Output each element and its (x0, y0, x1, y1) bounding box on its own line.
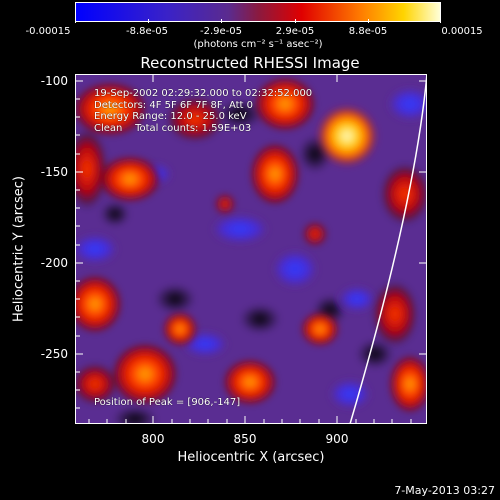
rhessi-image-panel: 19-Sep-2002 02:29:32.000 to 02:32:52.000… (75, 74, 427, 424)
image-title: Reconstructed RHESSI Image (140, 54, 360, 72)
x-axis-label: Heliocentric X (arcsec) (177, 450, 325, 465)
peak-source (317, 106, 377, 166)
y-tick-label: -150 (40, 165, 68, 179)
date-stamp: 7-May-2013 03:27 (394, 484, 495, 497)
x-tick-label: 900 (325, 432, 349, 446)
colorbar-tick-label: -8.8e-05 (126, 26, 168, 37)
colorbar-tick-mark (148, 19, 149, 23)
energy-range-text: Energy Range: 12.0 - 25.0 keV (94, 111, 247, 122)
y-tick-label: -250 (40, 347, 68, 361)
method-counts-text: Clean Total counts: 1.59E+03 (94, 122, 252, 134)
x-axis-ticks (88, 74, 412, 424)
colorbar-tick-label: -2.9e-05 (200, 26, 242, 37)
detectors-text: Detectors: 4F 5F 6F 7F 8F, Att 0 (94, 99, 254, 111)
y-axis-label: Heliocentric Y (arcsec) (11, 176, 27, 322)
colorbar-tick-mark (368, 19, 369, 23)
plot-frame (75, 74, 427, 424)
colorbar-tick-label: -0.00015 (25, 26, 71, 37)
y-axis-ticks (75, 80, 427, 409)
colorbar-tick-mark (295, 19, 296, 23)
colorbar-tick-label: 0.00015 (441, 26, 483, 37)
x-tick-label: 800 (141, 432, 165, 446)
colorbar-tick-mark (75, 19, 76, 23)
time-range-text: 19-Sep-2002 02:29:32.000 to 02:32:52.000 (94, 88, 313, 99)
colorbar-tick-label: 8.8e-05 (348, 26, 388, 37)
solar-limb-line (349, 74, 427, 424)
x-tick-label: 850 (233, 432, 257, 446)
colorbar-tick-mark (221, 19, 222, 23)
colorbar-tick-mark (440, 19, 441, 23)
y-tick-label: -200 (40, 256, 68, 270)
rhessi-image-map (75, 74, 427, 424)
peak-position-text: Position of Peak = [906,-147] (94, 397, 241, 408)
colorbar-tick-label: 2.9e-05 (275, 26, 315, 37)
y-tick-label: -100 (40, 74, 68, 88)
colorbar-units-label: (photons cm⁻² s⁻¹ asec⁻²) (193, 39, 323, 50)
colorbar (75, 2, 441, 22)
